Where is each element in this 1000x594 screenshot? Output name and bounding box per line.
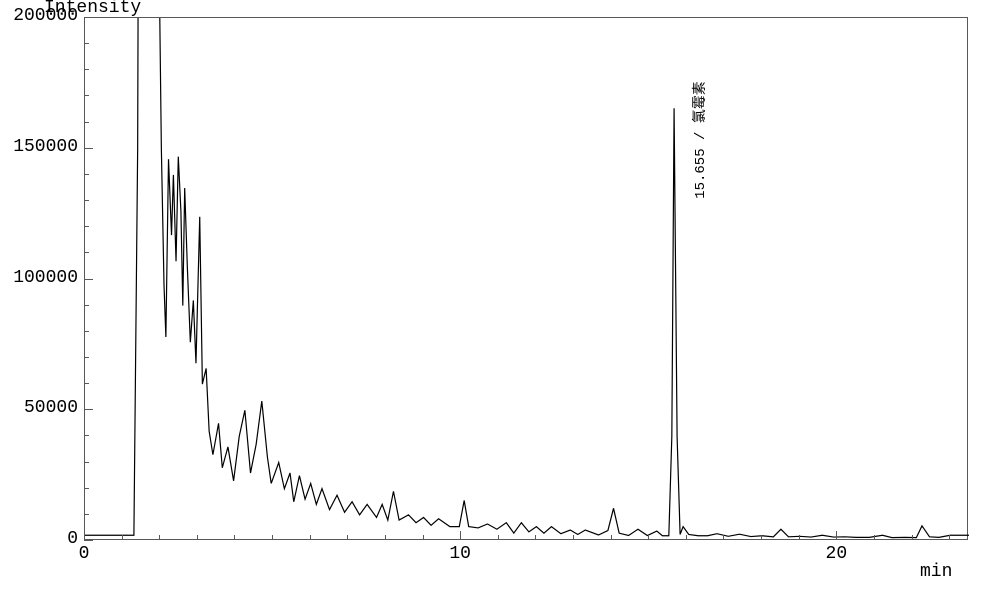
chromatogram-line [85,18,969,541]
x-tick-label: 0 [79,544,90,564]
y-tick-label: 200000 [8,6,78,26]
y-tick-label: 100000 [8,268,78,288]
x-tick-label: 20 [826,544,848,564]
y-tick-label: 50000 [8,398,78,418]
peak-label: 15.655 / 氯霉素 [689,81,709,199]
plot-area [84,17,968,540]
x-axis-title: min [920,562,952,582]
y-tick-label: 150000 [8,137,78,157]
y-tick-label: 0 [8,529,78,549]
x-tick-label: 10 [449,544,471,564]
chromatogram-container: { "chart": { "type": "line", "width_px":… [0,0,1000,594]
